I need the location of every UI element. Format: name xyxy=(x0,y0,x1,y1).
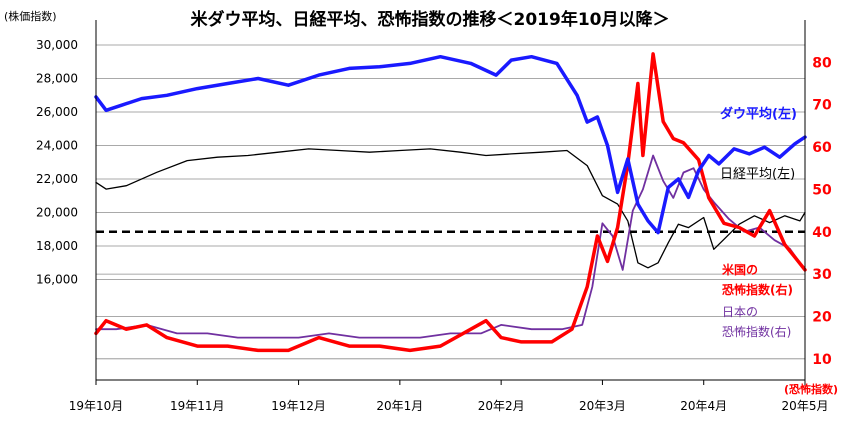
left-tick-label: 20,000 xyxy=(36,206,78,220)
left-axis-label: (株価指数) xyxy=(4,9,57,23)
x-axis-ticks: 19年10月 19年11月 19年12月 20年1月 20年2月 20年3月 20年4月 20… xyxy=(69,380,829,413)
chart-title: 米ダウ平均、日経平均、恐怖指数の推移＜2019年10月以降＞ xyxy=(191,9,670,30)
series-line-0 xyxy=(94,54,807,235)
annotation-us-vix-line2: 恐怖指数(右) xyxy=(722,282,793,297)
right-axis-label: (恐怖指数) xyxy=(784,382,838,396)
series-line-2 xyxy=(94,52,807,353)
left-tick-label: 26,000 xyxy=(36,105,78,119)
left-tick-label: 16,000 xyxy=(36,273,78,287)
right-tick-label: 60 xyxy=(812,140,832,156)
right-tick-label: 10 xyxy=(812,352,832,368)
annotation-jp-vix-line1: 日本の xyxy=(722,305,758,319)
series-line-1 xyxy=(95,148,806,269)
x-tick-label: 20年5月 xyxy=(782,399,829,413)
left-tick-label: 22,000 xyxy=(36,172,78,186)
right-tick-label: 40 xyxy=(812,225,832,241)
left-tick-label: 28,000 xyxy=(36,72,78,86)
x-tick-label: 19年11月 xyxy=(170,399,225,413)
x-tick-label: 20年1月 xyxy=(376,399,423,413)
right-tick-label: 80 xyxy=(812,55,832,71)
left-axis-ticks: 16,000 18,000 20,000 22,000 24,000 26,000 28,0… xyxy=(36,38,78,287)
annotation-dow: ダウ平均(左) xyxy=(720,106,797,122)
x-tick-label: 19年10月 xyxy=(69,399,124,413)
right-tick-label: 70 xyxy=(812,98,832,114)
grid-lines xyxy=(96,44,805,360)
x-tick-label: 20年3月 xyxy=(579,399,626,413)
left-tick-label: 24,000 xyxy=(36,139,78,153)
left-tick-label: 18,000 xyxy=(36,239,78,253)
right-tick-label: 20 xyxy=(812,309,832,325)
x-tick-label: 20年2月 xyxy=(478,399,525,413)
annotation-nikkei: 日経平均(左) xyxy=(720,167,795,182)
x-tick-label: 19年12月 xyxy=(271,399,326,413)
right-tick-label: 30 xyxy=(812,267,832,283)
series-layer xyxy=(94,52,807,353)
annotation-jp-vix-line2: 恐怖指数(右) xyxy=(722,324,791,339)
left-tick-label: 30,000 xyxy=(36,38,78,52)
series-line-3 xyxy=(95,154,806,339)
right-tick-label: 50 xyxy=(812,182,832,198)
annotation-us-vix-line1: 米国の xyxy=(722,262,758,277)
x-tick-label: 20年4月 xyxy=(680,399,727,413)
right-axis-ticks: 10 20 30 40 50 60 70 80 xyxy=(812,55,832,367)
